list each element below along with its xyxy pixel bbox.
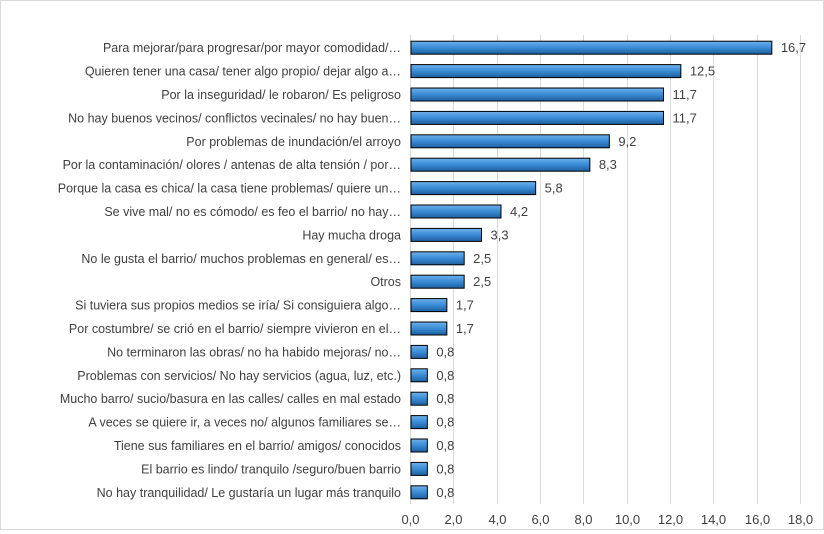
bar — [410, 321, 448, 336]
data-label: 11,7 — [673, 87, 697, 102]
bar — [410, 181, 537, 196]
data-label: 16,7 — [781, 40, 806, 55]
category-label: Por la contaminación/ olores / antenas d… — [63, 158, 401, 172]
bar — [410, 157, 591, 172]
bar — [410, 438, 428, 453]
category-label: Tiene sus familiares en el barrio/ amigo… — [114, 439, 401, 453]
bar — [410, 344, 428, 359]
data-label: 3,3 — [491, 227, 509, 242]
bar — [410, 298, 448, 313]
data-label: 12,5 — [690, 64, 715, 79]
bar — [410, 227, 482, 242]
data-label: 8,3 — [599, 157, 617, 172]
bar — [410, 391, 428, 406]
category-label: No hay buenos vecinos/ conflictos vecina… — [68, 111, 401, 125]
data-label: 4,2 — [510, 204, 528, 219]
bar — [410, 415, 428, 430]
category-label: Por problemas de inundación/el arroyo — [186, 135, 401, 149]
data-label: 0,8 — [436, 438, 454, 453]
x-tick-label: 16,0 — [745, 512, 770, 527]
bar — [410, 485, 428, 500]
bar — [410, 251, 465, 266]
category-label: Otros — [370, 275, 401, 289]
category-labels: Para mejorar/para progresar/por mayor co… — [58, 41, 401, 500]
data-label: 0,8 — [436, 344, 454, 359]
category-label: Porque la casa es chica/ la casa tiene p… — [58, 182, 401, 196]
x-tick-label: 6,0 — [531, 512, 549, 527]
category-label: Para mejorar/para progresar/por mayor co… — [103, 41, 401, 55]
category-label: Mucho barro/ sucio/basura en las calles/… — [60, 392, 401, 406]
data-label: 2,5 — [473, 251, 491, 266]
gridlines — [410, 35, 801, 504]
category-label: Por costumbre/ se crió en el barrio/ sie… — [69, 322, 401, 336]
bar — [410, 204, 502, 219]
category-label: No le gusta el barrio/ muchos problemas … — [81, 252, 401, 266]
bar — [410, 134, 610, 149]
data-label: 1,7 — [456, 321, 474, 336]
x-tick-label: 18,0 — [788, 512, 813, 527]
bar — [410, 461, 428, 476]
x-tick-label: 2,0 — [444, 512, 462, 527]
bar — [410, 274, 465, 289]
bar — [410, 110, 664, 125]
data-label: 9,2 — [618, 134, 636, 149]
category-label: Si tuviera sus propios medios se iría/ S… — [75, 299, 401, 313]
category-label: No terminaron las obras/ no ha habido me… — [107, 345, 401, 359]
x-tick-label: 0,0 — [401, 512, 419, 527]
x-tick-label: 10,0 — [615, 512, 640, 527]
bar — [410, 64, 682, 79]
category-label: Se vive mal/ no es cómodo/ es feo el bar… — [104, 205, 401, 219]
x-axis-ticks: 0,0 2,0 4,0 6,0 8,0 10,0 12,0 14,0 16,0 18,0 — [401, 512, 813, 527]
category-label: Por la inseguridad/ le robaron/ Es pelig… — [161, 88, 401, 102]
data-label: 5,8 — [545, 181, 563, 196]
category-label: Hay mucha droga — [302, 228, 401, 242]
bar — [410, 40, 773, 55]
category-label: Quieren tener una casa/ tener algo propi… — [85, 65, 401, 79]
value-labels: 16,712,511,711,79,28,35,84,23,32,52,51,7… — [436, 40, 806, 500]
category-label: Problemas con servicios/ No hay servicio… — [77, 369, 401, 383]
data-label: 2,5 — [473, 274, 491, 289]
bars — [410, 40, 773, 500]
x-tick-label: 14,0 — [701, 512, 726, 527]
category-label: A veces se quiere ir, a veces no/ alguno… — [88, 416, 401, 430]
category-label: El barrio es lindo/ tranquilo /seguro/bu… — [141, 462, 401, 476]
data-label: 11,7 — [673, 110, 697, 125]
data-label: 0,8 — [436, 485, 454, 500]
data-label: 0,8 — [436, 391, 454, 406]
data-label: 1,7 — [456, 298, 474, 313]
data-label: 0,8 — [436, 461, 454, 476]
data-label: 0,8 — [436, 415, 454, 430]
category-label: No hay tranquilidad/ Le gustaría un luga… — [97, 486, 401, 500]
x-tick-label: 12,0 — [658, 512, 683, 527]
bar — [410, 368, 428, 383]
data-label: 0,8 — [436, 368, 454, 383]
x-tick-label: 8,0 — [574, 512, 592, 527]
x-tick-label: 4,0 — [488, 512, 506, 527]
bar — [410, 87, 664, 102]
